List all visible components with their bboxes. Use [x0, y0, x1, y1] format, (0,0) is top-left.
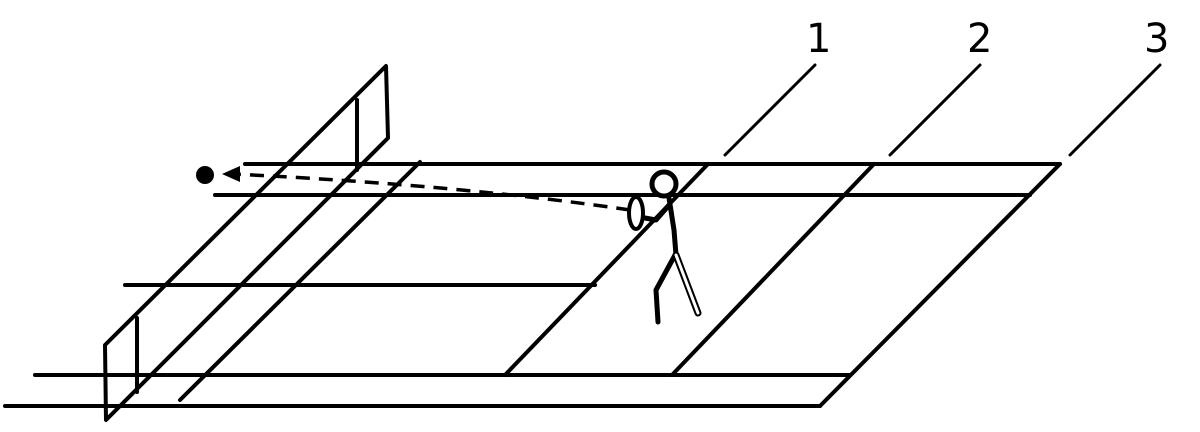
player-head [649, 169, 679, 199]
player-icon [627, 169, 702, 325]
shot-trajectory [196, 166, 631, 212]
short-service-line [503, 162, 710, 377]
zone-label-3: 3 [1144, 16, 1169, 62]
player-arm-front [642, 201, 673, 223]
court [3, 160, 1062, 408]
leader-line-3 [1068, 63, 1162, 157]
leader-line-2 [888, 63, 982, 157]
player-leg-left [653, 252, 678, 325]
trajectory-arrowhead [222, 166, 240, 182]
left-court-diagonal [178, 160, 422, 402]
trajectory-dashed-line [231, 172, 631, 212]
mid-court-line [670, 162, 876, 377]
back-boundary-line [818, 162, 1062, 408]
ball-icon [196, 166, 214, 184]
player-leg-right-fill [674, 253, 700, 315]
zone-label-1: 1 [806, 16, 831, 62]
player-torso [666, 195, 679, 258]
net-panel [103, 64, 390, 422]
net [103, 64, 390, 422]
racket-icon [627, 195, 645, 231]
leader-line-1 [723, 63, 817, 157]
zone-leaders [723, 63, 1162, 157]
zone-label-2: 2 [967, 16, 992, 62]
